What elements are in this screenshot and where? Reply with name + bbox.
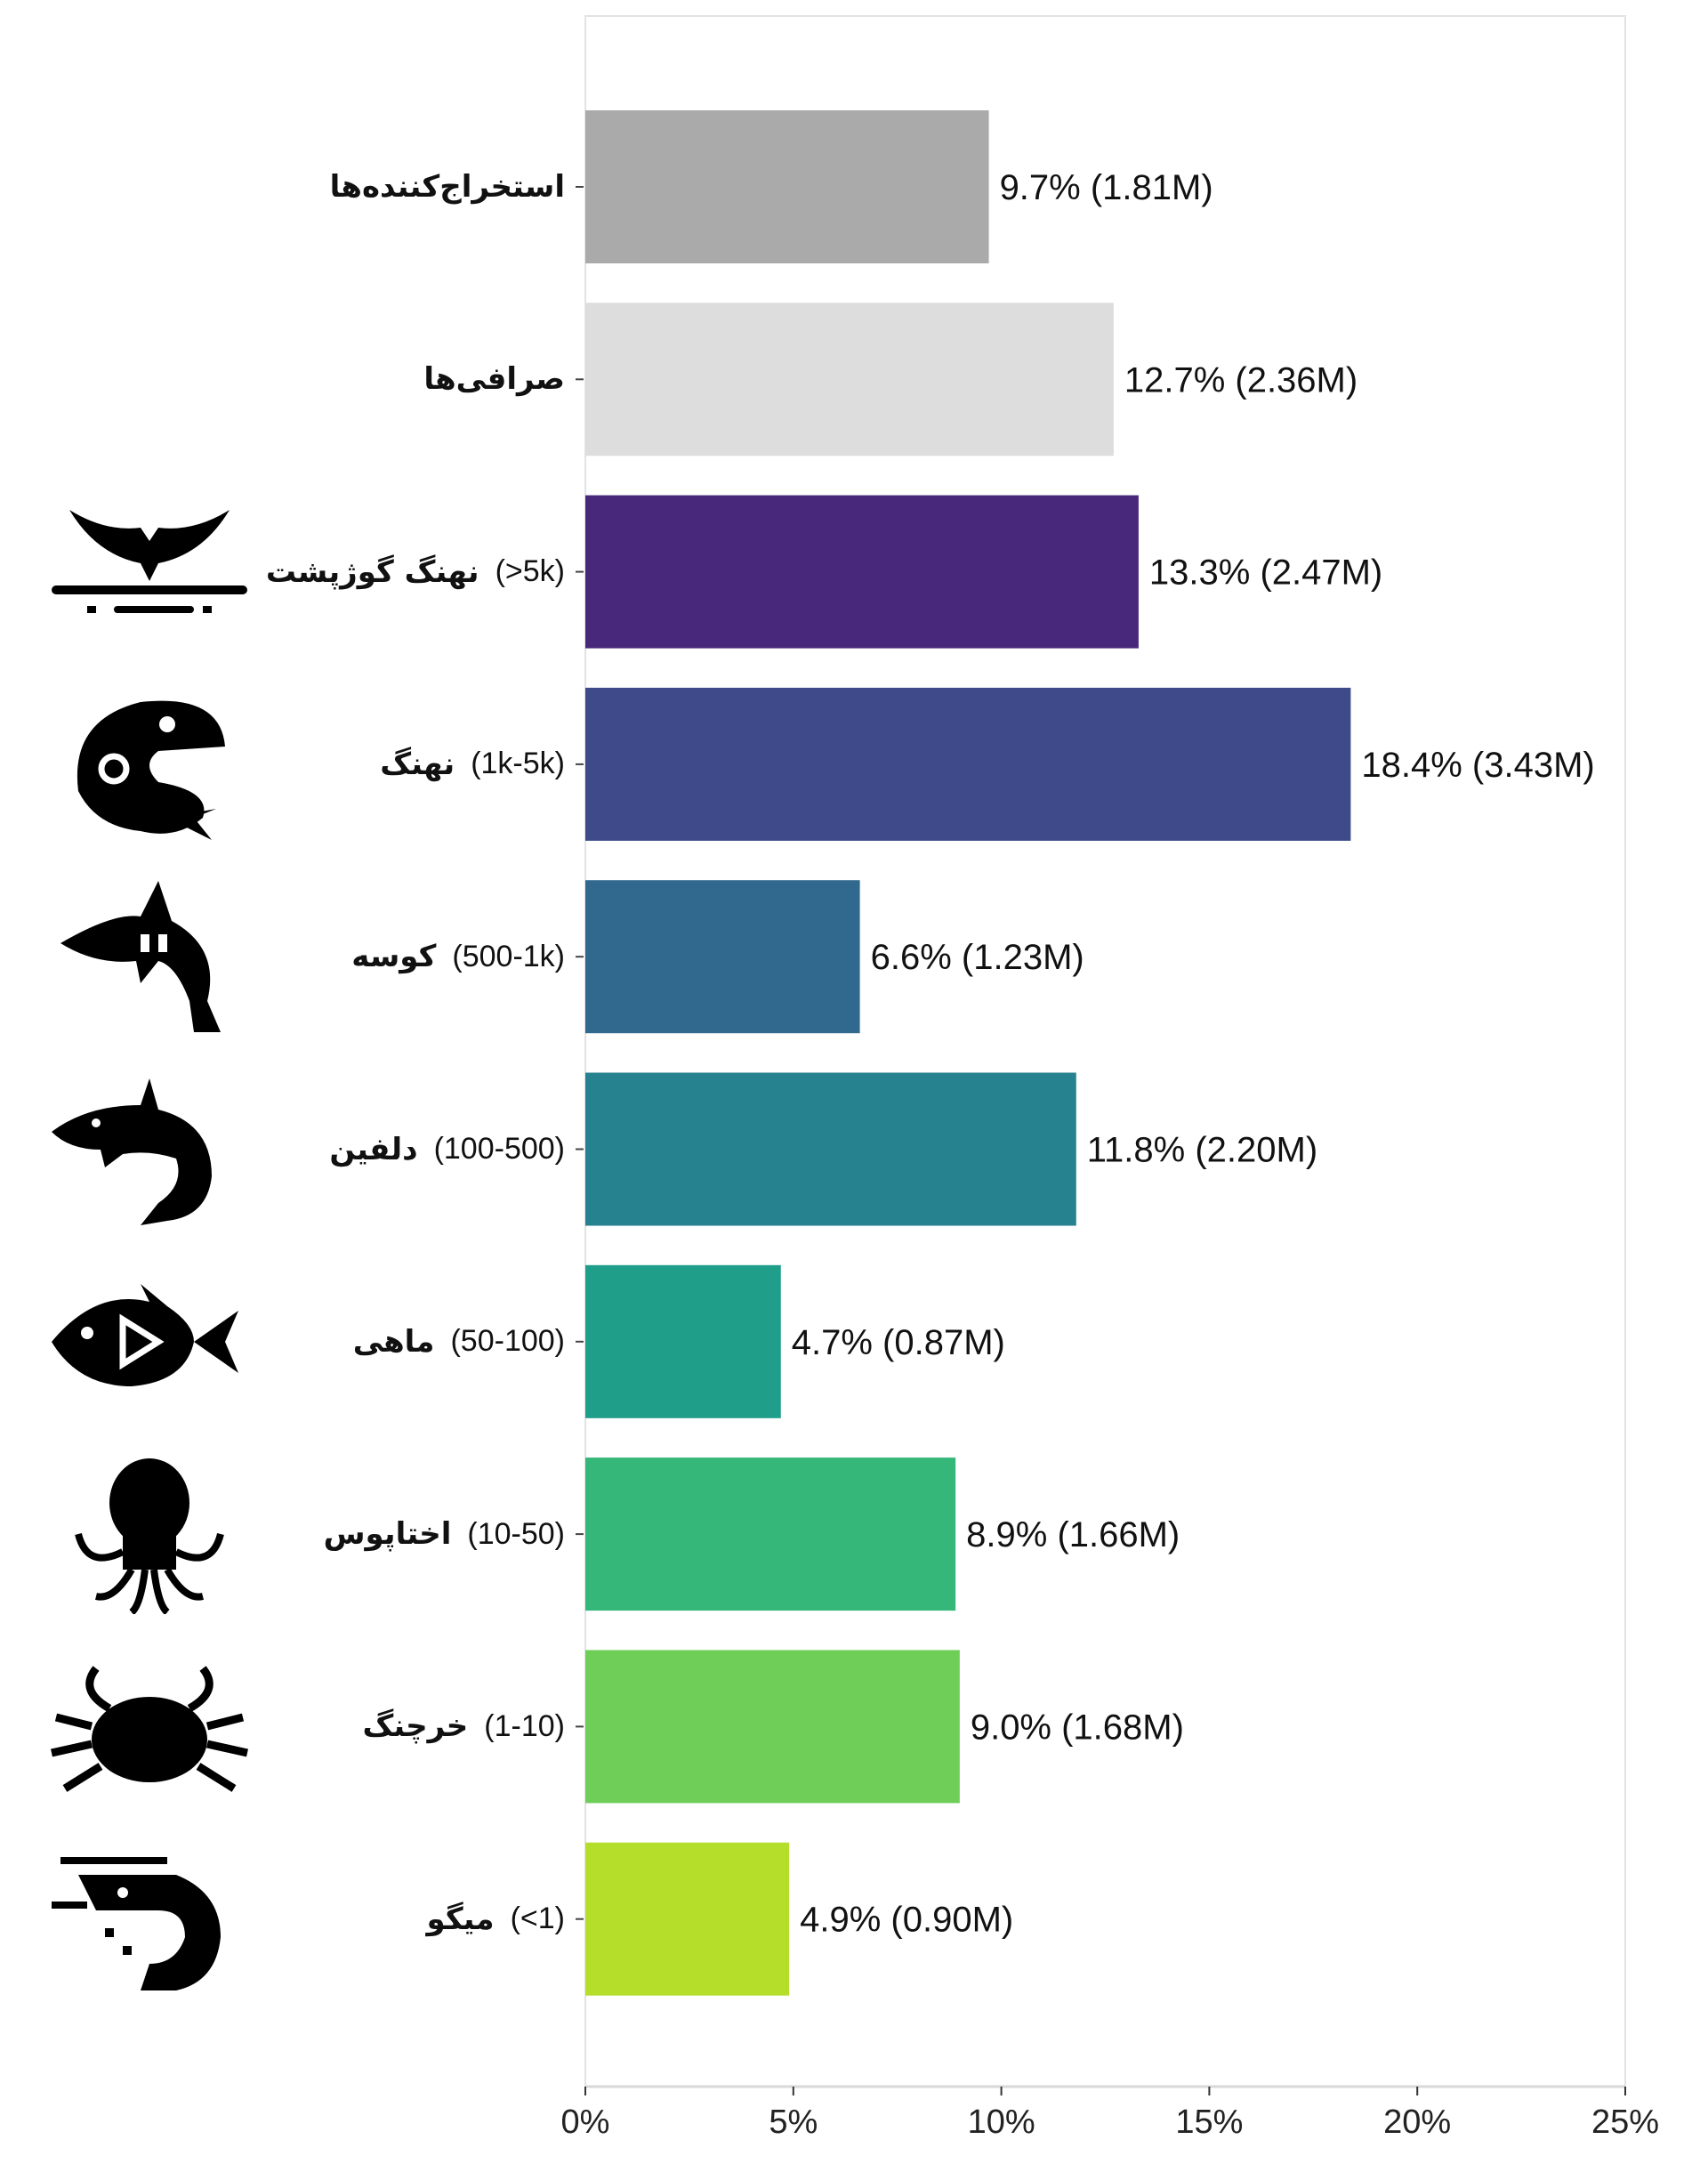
crab-icon: [51, 1666, 248, 1793]
category-range: (1-10): [484, 1708, 565, 1743]
x-tick-label: 10%: [968, 2103, 1035, 2141]
shrimp-icon: [52, 1856, 221, 1990]
bar: [585, 1072, 1076, 1226]
category-range: (10-50): [467, 1516, 565, 1551]
x-tick-label: 15%: [1175, 2103, 1243, 2141]
x-tick-label: 20%: [1383, 2103, 1451, 2141]
category-name: صرافی‌ها: [423, 361, 565, 398]
data-label: 9.7% (1.81M): [1000, 168, 1213, 207]
category-name: کوسه: [351, 939, 437, 975]
y-tick-label: اختاپوس (10-50): [324, 1507, 565, 1561]
whale-icon: [77, 700, 225, 840]
category-name: استخراج‌کننده‌ها: [329, 169, 565, 205]
category-range: (1k-5k): [471, 747, 565, 781]
data-label: 12.7% (2.36M): [1124, 360, 1358, 400]
y-tick-label: ماهی (50-100): [353, 1315, 565, 1369]
data-label: 18.4% (3.43M): [1361, 746, 1594, 785]
category-name: دلفین: [329, 1131, 418, 1167]
bar: [585, 1650, 960, 1804]
category-name: ماهی: [352, 1323, 435, 1360]
shark-icon: [60, 881, 221, 1033]
bar: [585, 110, 989, 263]
data-label: 13.3% (2.47M): [1149, 553, 1382, 593]
y-tick-label: استخراج‌کننده‌ها: [330, 160, 565, 214]
humpback-whale-tail-icon: [52, 509, 247, 613]
category-name: نهنگ گوژپشت: [265, 553, 479, 590]
category-name: خرچنگ: [362, 1708, 469, 1745]
y-tick-label: دلفین (100-500): [329, 1123, 565, 1176]
category-name: میگو: [426, 1901, 495, 1937]
x-tick-label: 25%: [1591, 2103, 1659, 2141]
category-name: نهنگ: [380, 746, 455, 782]
data-label: 4.7% (0.87M): [792, 1323, 1005, 1362]
category-range: (<1): [510, 1902, 565, 1936]
bar: [585, 1264, 781, 1418]
data-label: 8.9% (1.66M): [966, 1515, 1180, 1554]
data-label: 9.0% (1.68M): [971, 1708, 1184, 1747]
category-range: (500-1k): [452, 939, 565, 973]
bar: [585, 495, 1139, 649]
bar: [585, 687, 1351, 841]
y-tick-label: صرافی‌ها: [423, 352, 565, 406]
category-range: (>5k): [495, 554, 565, 589]
dolphin-icon: [52, 1078, 212, 1225]
y-tick-label: نهنگ (1k-5k): [380, 738, 565, 791]
category-range: (100-500): [433, 1132, 565, 1166]
data-label: 11.8% (2.20M): [1087, 1131, 1317, 1170]
bar: [585, 880, 860, 1034]
x-tick-label: 0%: [561, 2103, 610, 2141]
data-label: 6.6% (1.23M): [871, 938, 1084, 977]
bar: [585, 1457, 956, 1611]
category-name: اختاپوس: [323, 1516, 452, 1553]
bar: [585, 303, 1114, 456]
y-tick-label: خرچنگ (1-10): [362, 1700, 565, 1753]
fish-icon: [52, 1283, 238, 1386]
x-tick-label: 5%: [769, 2103, 818, 2141]
y-tick-label: کوسه (500-1k): [351, 930, 565, 983]
category-range: (50-100): [450, 1324, 565, 1359]
data-label: 4.9% (0.90M): [800, 1901, 1013, 1940]
y-tick-label: نهنگ گوژپشت (>5k): [266, 545, 565, 599]
y-tick-label: میگو (<1): [427, 1893, 565, 1946]
octopus-icon: [75, 1458, 224, 1615]
bar: [585, 1842, 790, 1996]
